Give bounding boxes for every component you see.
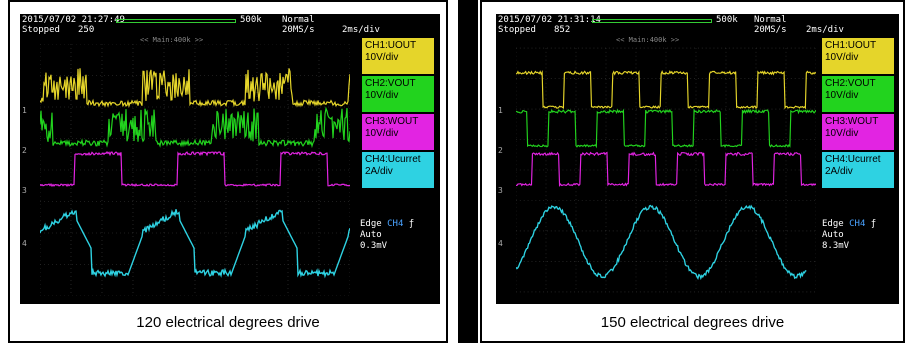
scope-panel-150: 2015/07/02 21:31:14 Stopped 852 500k Nor… [480, 0, 905, 343]
trigger-source: CH4 [849, 219, 865, 229]
legend-ch2-name: CH2:VOUT [825, 78, 891, 90]
run-state: Stopped [22, 25, 60, 35]
trigger-mode: Normal [754, 15, 787, 25]
memory-bar [116, 19, 236, 23]
trigger-mode-value: Auto [360, 230, 414, 241]
waveform-plot [516, 44, 816, 296]
panel-divider [458, 0, 478, 343]
waveform-trace [40, 108, 350, 146]
ch2-marker: 2 [498, 146, 503, 155]
legend-ch4: CH4:Ucurret 2A/div [362, 152, 434, 188]
oscilloscope-screen: 2015/07/02 21:31:14 Stopped 852 500k Nor… [496, 14, 899, 304]
sample-rate: 20MS/s [754, 25, 787, 35]
trigger-level: 8.3mV [822, 241, 876, 252]
sample-rate: 20MS/s [282, 25, 315, 35]
run-state: Stopped [498, 25, 536, 35]
trigger-mode-value: Auto [822, 230, 876, 241]
legend-ch2: CH2:VOUT 10V/div [822, 76, 894, 112]
memory-bar [592, 19, 712, 23]
ch1-marker: 1 [22, 106, 27, 115]
datetime: 2015/07/02 21:27:49 [22, 15, 125, 25]
trigger-mode: Normal [282, 15, 315, 25]
ch3-marker: 3 [498, 186, 503, 195]
oscilloscope-screen: 2015/07/02 21:27:49 Stopped 250 500k Nor… [20, 14, 440, 304]
panel-caption: 120 electrical degrees drive [10, 314, 446, 331]
legend-ch1-scale: 10V/div [825, 52, 891, 64]
current-trace [40, 209, 350, 276]
rising-edge-icon: ƒ [871, 219, 876, 229]
legend-ch3-scale: 10V/div [825, 128, 891, 140]
datetime: 2015/07/02 21:31:14 [498, 15, 601, 25]
trigger-level: 0.3mV [360, 241, 414, 252]
acq-count: 852 [554, 25, 570, 35]
legend-ch3: CH3:WOUT 10V/div [822, 114, 894, 150]
rising-edge-icon: ƒ [409, 219, 414, 229]
legend-ch1-name: CH1:UOUT [825, 40, 891, 52]
ch2-marker: 2 [22, 146, 27, 155]
timebase: 2ms/div [806, 25, 844, 35]
ch4-marker: 4 [498, 239, 503, 248]
ch3-marker: 3 [22, 186, 27, 195]
scope-panel-120: 2015/07/02 21:27:49 Stopped 250 500k Nor… [8, 0, 448, 343]
legend-ch4-scale: 2A/div [365, 166, 431, 178]
zoom-label: 500k [716, 15, 738, 25]
legend-ch2: CH2:VOUT 10V/div [362, 76, 434, 112]
trigger-type: Edge [822, 219, 844, 229]
panel-caption: 150 electrical degrees drive [482, 314, 903, 331]
current-trace [516, 206, 806, 279]
acq-count: 250 [78, 25, 94, 35]
legend-ch3-name: CH3:WOUT [365, 116, 431, 128]
legend-ch2-scale: 10V/div [825, 90, 891, 102]
legend-ch3: CH3:WOUT 10V/div [362, 114, 434, 150]
legend-ch3-scale: 10V/div [365, 128, 431, 140]
legend-ch4-name: CH4:Ucurret [825, 154, 891, 166]
legend-ch1-scale: 10V/div [365, 52, 431, 64]
legend-ch1: CH1:UOUT 10V/div [362, 38, 434, 74]
legend-ch4-scale: 2A/div [825, 166, 891, 178]
legend-ch4: CH4:Ucurret 2A/div [822, 152, 894, 188]
trigger-info: Edge CH4 ƒ Auto 8.3mV [822, 219, 876, 252]
trigger-source: CH4 [387, 219, 403, 229]
legend-ch1: CH1:UOUT 10V/div [822, 38, 894, 74]
ch1-marker: 1 [498, 106, 503, 115]
legend-ch1-name: CH1:UOUT [365, 40, 431, 52]
zoom-label: 500k [240, 15, 262, 25]
legend-ch3-name: CH3:WOUT [825, 116, 891, 128]
timebase: 2ms/div [342, 25, 380, 35]
legend-ch4-name: CH4:Ucurret [365, 154, 431, 166]
legend-ch2-name: CH2:VOUT [365, 78, 431, 90]
trigger-info: Edge CH4 ƒ Auto 0.3mV [360, 219, 414, 252]
waveform-plot [40, 44, 350, 296]
legend-ch2-scale: 10V/div [365, 90, 431, 102]
ch4-marker: 4 [22, 239, 27, 248]
trigger-type: Edge [360, 219, 382, 229]
